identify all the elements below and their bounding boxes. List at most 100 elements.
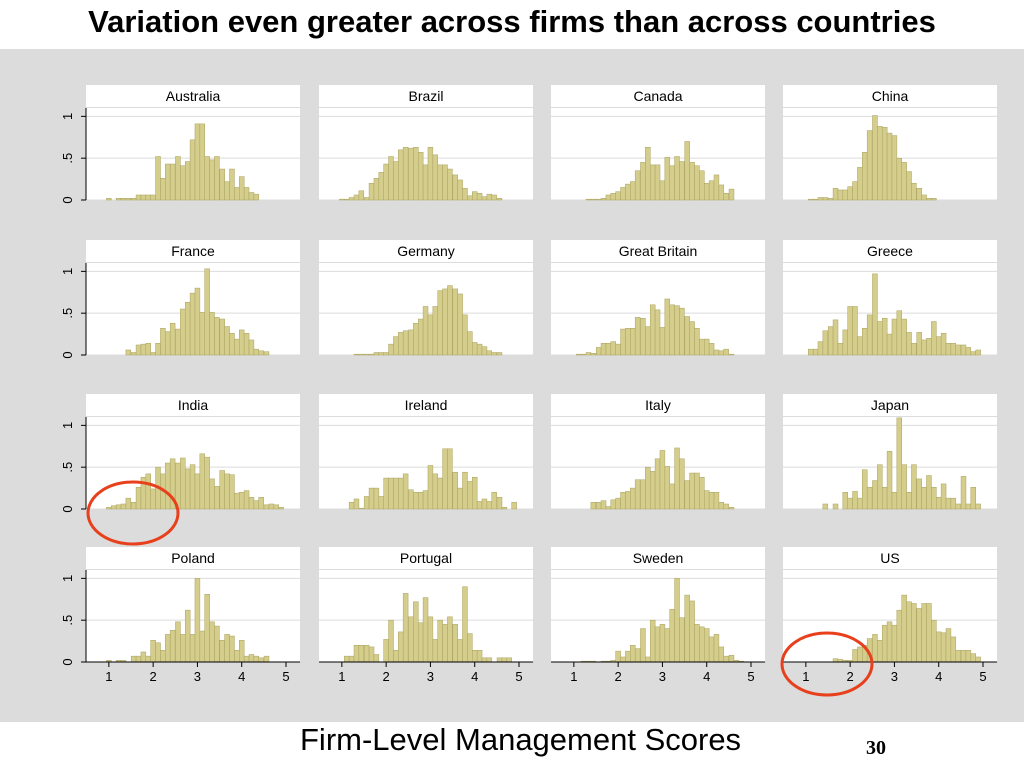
y-tick-label: 1 (60, 422, 75, 429)
histogram-bar (476, 193, 483, 201)
histogram-bar (115, 504, 122, 510)
histogram-bar (140, 651, 147, 663)
x-tick-label: 5 (515, 669, 522, 684)
histogram-bar (486, 350, 493, 356)
histogram-bar (723, 348, 729, 356)
histogram-bar (654, 164, 661, 201)
histogram-bar (175, 328, 181, 356)
histogram-bar (472, 476, 478, 510)
histogram-bar (219, 640, 225, 663)
histogram-bar (931, 321, 937, 356)
histogram-bar (891, 624, 898, 663)
histogram-bar (184, 302, 191, 356)
histogram-bar (659, 327, 666, 356)
histogram-bar (234, 338, 240, 356)
histogram-bar (447, 448, 453, 510)
histogram-bar (812, 348, 819, 356)
histogram-bar (832, 658, 839, 663)
histogram-bar (634, 479, 641, 510)
histogram-bar (243, 655, 250, 663)
highlight-circle-india (86, 480, 180, 546)
histogram-bar (165, 163, 171, 201)
histogram-bar (615, 497, 621, 510)
histogram-bar (358, 645, 365, 663)
histogram-bar (155, 642, 161, 663)
histogram-bar (447, 168, 453, 201)
histogram-bar (130, 198, 137, 201)
histogram-bar (659, 450, 666, 510)
histogram-bar (911, 464, 917, 510)
histogram-bar (204, 456, 210, 510)
panel-title: China (872, 88, 909, 104)
histogram-bar (378, 352, 384, 356)
histogram-bar (413, 492, 419, 510)
histogram-bar (620, 656, 626, 663)
histogram-bar (155, 343, 161, 356)
histogram-bar (160, 178, 166, 201)
x-tick-label: 4 (703, 669, 710, 684)
histogram-bar (491, 492, 497, 510)
histogram-bar (452, 288, 458, 356)
panel-great-britain: Great Britain (551, 240, 765, 356)
histogram-bar (713, 492, 720, 510)
histogram-bar (145, 194, 151, 201)
histogram-bar (214, 156, 220, 201)
histogram-bar (358, 190, 365, 201)
histogram-bar (393, 161, 399, 201)
histogram-bar (605, 194, 612, 201)
histogram-bar (481, 196, 488, 201)
histogram-bar (901, 464, 907, 510)
histogram-bar (906, 492, 912, 510)
histogram-bar (857, 336, 863, 356)
histogram-bar (931, 198, 937, 201)
histogram-bar (402, 473, 409, 510)
histogram-bar (654, 458, 661, 510)
histogram-bar (640, 479, 646, 510)
histogram-bar (189, 292, 196, 356)
histogram-bar (718, 502, 725, 510)
histogram-bar (239, 640, 245, 663)
histogram-bar (219, 168, 225, 201)
y-tick-label: 1 (60, 113, 75, 120)
histogram-bar (872, 115, 878, 201)
histogram-bar (600, 343, 607, 356)
histogram-bar (590, 198, 597, 201)
histogram-bar (649, 619, 656, 663)
histogram-bar (620, 328, 626, 356)
histogram-bar (125, 349, 132, 356)
histogram-bar (501, 507, 508, 510)
histogram-bar (496, 352, 503, 356)
histogram-bar (135, 487, 142, 510)
histogram-bar (402, 330, 409, 356)
histogram-bar (358, 507, 365, 510)
histogram-bar (184, 609, 191, 663)
histogram-bar (140, 343, 147, 356)
panel-title: Poland (171, 550, 215, 566)
panel-title-strip (86, 240, 300, 262)
histogram-bar (931, 487, 937, 510)
histogram-bar (822, 330, 829, 356)
histogram-bar (901, 162, 907, 201)
panel-canada: Canada (551, 85, 765, 201)
histogram-bar (248, 654, 255, 663)
histogram-bar (481, 657, 488, 663)
x-tick-label: 3 (891, 669, 898, 684)
histogram-bar (689, 162, 695, 201)
histogram-bar (209, 312, 215, 356)
histogram-bar (111, 505, 117, 510)
histogram-bar (199, 312, 206, 356)
histogram-bar (645, 147, 651, 201)
histogram-bar (413, 322, 419, 356)
histogram-bar (189, 634, 196, 663)
histogram-bar (194, 473, 201, 510)
histogram-bar (496, 497, 503, 510)
histogram-bar (872, 480, 878, 510)
x-tick-label: 1 (338, 669, 345, 684)
histogram-bar (234, 492, 240, 510)
histogram-bar (408, 147, 414, 201)
histogram-bar (728, 353, 735, 356)
histogram-bar (457, 487, 463, 510)
y-tick-label: 0 (60, 196, 75, 203)
histogram-bar (649, 304, 656, 356)
panel-title-strip (319, 394, 533, 416)
